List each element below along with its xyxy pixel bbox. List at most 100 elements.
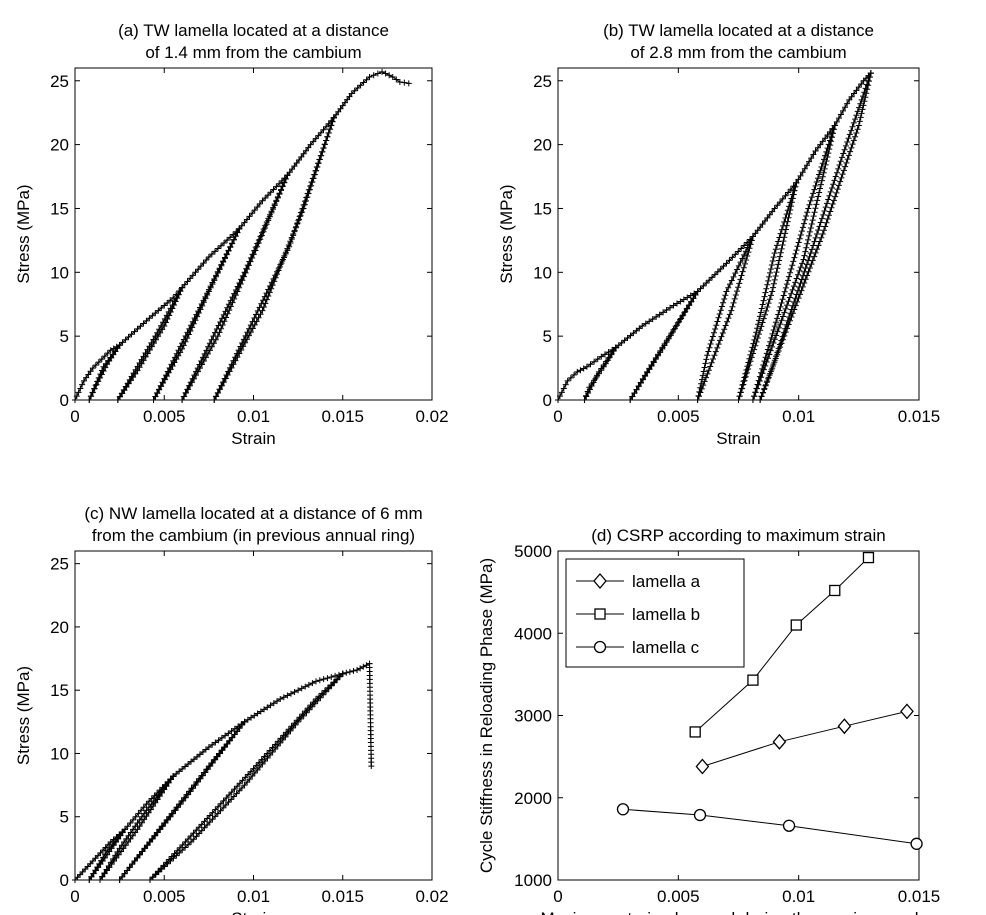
data-point <box>295 687 302 694</box>
data-point <box>182 838 189 845</box>
data-point <box>726 257 733 264</box>
data-point <box>228 728 235 735</box>
data-point <box>650 359 657 366</box>
data-point <box>231 786 238 793</box>
data-point <box>771 250 778 257</box>
data-point <box>827 208 834 215</box>
data-point <box>853 112 860 119</box>
data-point <box>266 211 273 218</box>
series-10 <box>241 670 346 725</box>
data-point <box>236 225 243 232</box>
data-point <box>218 382 225 389</box>
data-point <box>247 768 254 775</box>
data-point <box>159 379 166 386</box>
data-point <box>833 189 840 196</box>
data-point <box>130 370 137 377</box>
data-point <box>119 829 126 836</box>
data-point <box>850 137 857 144</box>
series-6 <box>96 773 177 883</box>
data-point <box>273 183 280 190</box>
data-point <box>265 215 272 222</box>
data-point <box>165 779 172 786</box>
data-point <box>773 269 780 276</box>
data-point <box>802 216 809 223</box>
data-point <box>263 296 270 303</box>
y-tick-label: 15 <box>50 199 69 218</box>
data-point <box>728 277 735 284</box>
data-point <box>389 73 396 80</box>
data-point <box>242 332 249 339</box>
data-point <box>766 296 773 303</box>
data-point <box>203 257 210 264</box>
data-point <box>804 209 811 216</box>
data-point <box>755 381 762 388</box>
data-point <box>791 187 798 194</box>
data-point <box>787 186 794 193</box>
y-axis-label: Stress (MPa) <box>14 666 33 765</box>
data-point <box>98 857 105 864</box>
x-tick-label: 0 <box>553 407 562 426</box>
data-point <box>910 837 923 850</box>
data-point <box>220 258 227 265</box>
data-point <box>766 342 773 349</box>
chart-title-line: of 1.4 mm from the cambium <box>145 43 361 62</box>
data-point <box>213 272 220 279</box>
data-point <box>744 253 751 260</box>
data-point <box>232 354 239 361</box>
data-point <box>811 253 818 260</box>
data-point <box>808 221 815 228</box>
data-point <box>745 249 752 256</box>
data-point <box>758 323 765 330</box>
data-point <box>769 258 776 265</box>
data-point <box>92 362 99 369</box>
data-point <box>680 296 687 303</box>
data-point <box>751 393 758 400</box>
data-point <box>170 357 177 364</box>
data-point <box>810 213 817 220</box>
series-8 <box>694 233 756 403</box>
x-tick-label: 0.005 <box>657 887 700 906</box>
data-point <box>771 205 778 212</box>
data-point <box>177 343 184 350</box>
data-point <box>323 123 330 130</box>
data-point <box>810 190 817 197</box>
data-point <box>207 763 214 770</box>
data-point <box>217 750 224 757</box>
data-point <box>184 329 191 336</box>
legend-marker <box>594 608 606 620</box>
data-point <box>98 367 105 374</box>
data-point <box>224 304 231 311</box>
data-point <box>812 148 819 154</box>
data-point <box>244 262 251 269</box>
data-point <box>767 338 774 345</box>
data-point <box>661 342 668 349</box>
data-point <box>124 380 131 387</box>
data-point <box>286 169 293 176</box>
data-point <box>786 210 793 217</box>
data-point <box>815 193 822 200</box>
data-point <box>594 356 601 363</box>
data-point <box>251 207 258 214</box>
data-point <box>767 265 774 272</box>
series-9 <box>116 718 248 883</box>
data-point <box>762 289 769 296</box>
data-point <box>249 773 256 780</box>
data-point <box>242 774 249 781</box>
data-point <box>718 333 725 340</box>
data-point <box>136 851 143 858</box>
data-point <box>212 329 219 336</box>
data-point <box>165 308 172 315</box>
data-point <box>815 227 822 234</box>
data-point <box>131 858 138 865</box>
y-tick-label: 0 <box>60 391 69 410</box>
data-point <box>171 850 178 857</box>
data-point <box>715 341 722 348</box>
data-point <box>837 178 844 185</box>
data-point <box>227 297 234 304</box>
data-point <box>724 318 731 325</box>
data-point <box>779 336 786 343</box>
data-point <box>819 138 826 145</box>
data-point <box>802 276 809 283</box>
data-point <box>324 133 331 140</box>
data-point <box>711 352 718 359</box>
